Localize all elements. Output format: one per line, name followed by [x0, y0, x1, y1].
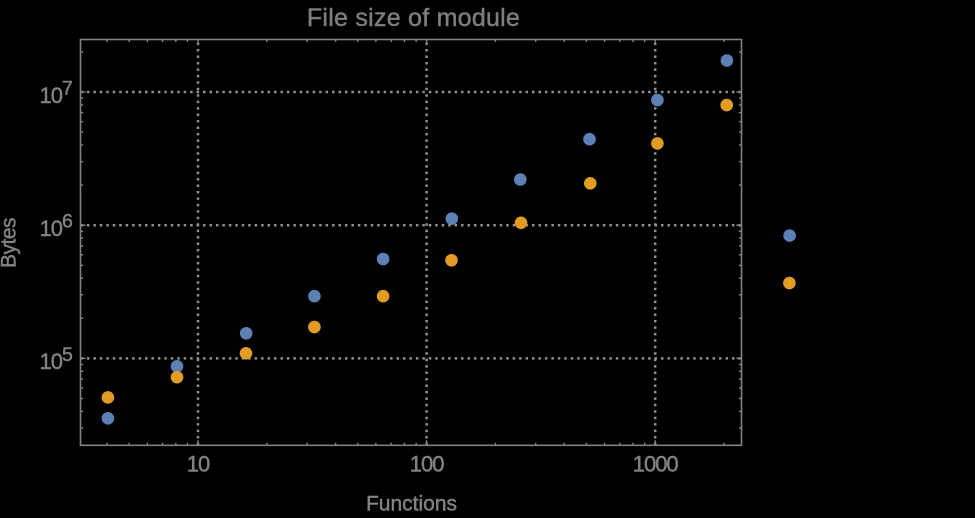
- svg-text:File size of module: File size of module: [307, 4, 520, 32]
- svg-text:Functions: Functions: [366, 493, 457, 514]
- svg-text:Bytes: Bytes: [0, 218, 21, 268]
- svg-text:1000: 1000: [633, 452, 679, 477]
- svg-text:100: 100: [410, 452, 444, 477]
- svg-text:10: 10: [187, 452, 210, 477]
- svg-text:105: 105: [40, 344, 73, 374]
